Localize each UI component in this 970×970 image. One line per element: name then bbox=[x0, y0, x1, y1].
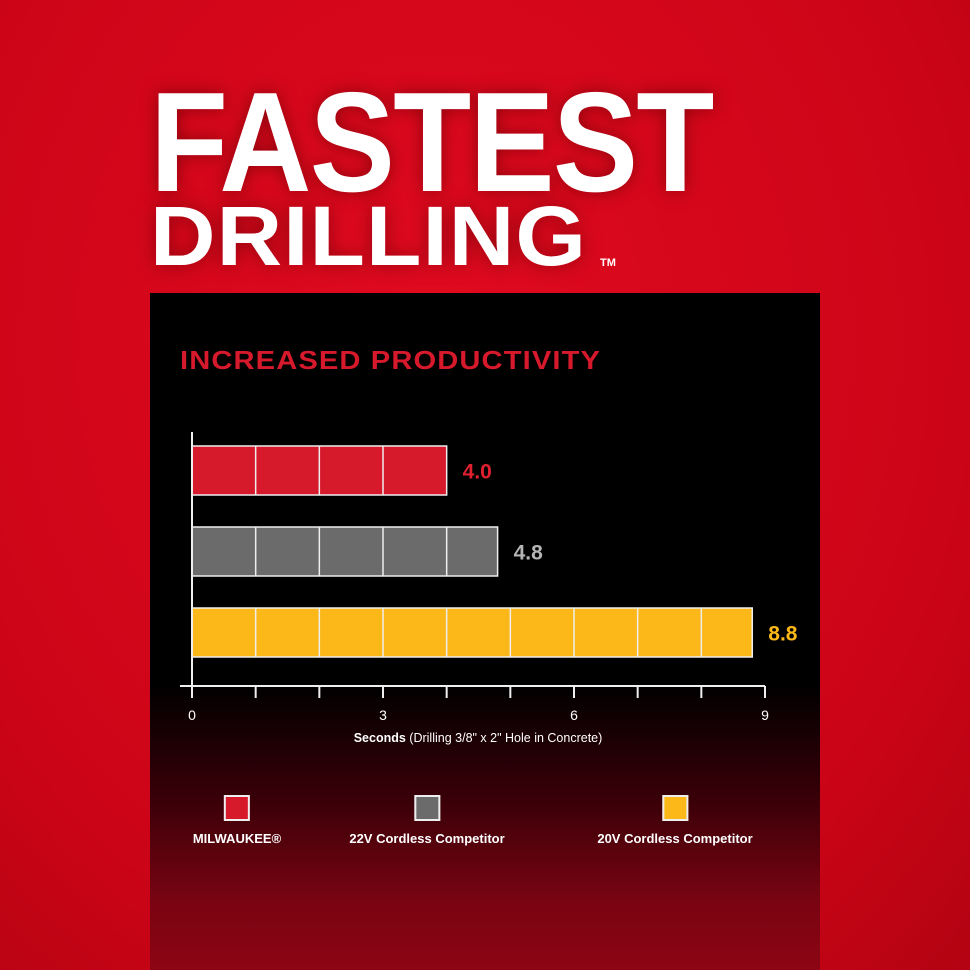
x-tick-label: 0 bbox=[188, 707, 196, 723]
x-axis-label: Seconds (Drilling 3/8" x 2" Hole in Conc… bbox=[354, 731, 603, 745]
headline-fastest: FASTEST bbox=[150, 63, 714, 222]
chart-title: INCREASED PRODUCTIVITY bbox=[180, 345, 602, 375]
bar-3 bbox=[191, 607, 754, 658]
x-axis-label-rest: (Drilling 3/8" x 2" Hole in Concrete) bbox=[405, 731, 603, 745]
x-tick-label: 9 bbox=[761, 707, 769, 723]
legend-item: 22V Cordless Competitor bbox=[349, 795, 505, 846]
legend-label: MILWAUKEE® bbox=[192, 831, 282, 846]
legend-item: 20V Cordless Competitor bbox=[597, 795, 753, 846]
legend-swatch bbox=[413, 795, 440, 821]
x-axis-label-bold: Seconds bbox=[353, 731, 406, 745]
value-label-2: 4.8 bbox=[514, 542, 544, 565]
legend-item: MILWAUKEE® bbox=[193, 795, 281, 846]
legend-label: 20V Cordless Competitor bbox=[597, 831, 753, 846]
headline-drilling: DRILLING bbox=[150, 189, 587, 283]
value-label-3: 8.8 bbox=[768, 623, 798, 646]
x-tick-label: 6 bbox=[570, 707, 578, 723]
x-tick-label: 3 bbox=[379, 707, 387, 723]
value-label-1: 4.0 bbox=[463, 461, 492, 484]
legend-label: 22V Cordless Competitor bbox=[349, 831, 505, 846]
legend-swatch bbox=[224, 795, 250, 821]
bar-2 bbox=[191, 526, 499, 577]
trademark: TM bbox=[600, 257, 616, 269]
legend-swatch bbox=[661, 795, 688, 821]
